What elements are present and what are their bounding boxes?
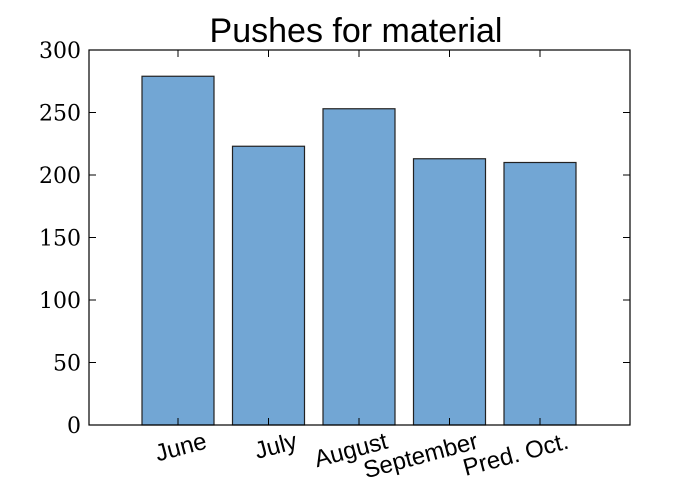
plot-frame	[88, 49, 631, 426]
bar-june	[141, 75, 215, 426]
bar-pred-oct	[503, 161, 577, 426]
bars	[141, 75, 577, 426]
y-tick-label: 100	[39, 289, 81, 314]
y-tick-label: 300	[39, 39, 81, 64]
y-axis: 0 50 100 150 200 250 300	[39, 39, 630, 439]
bar-july	[231, 145, 306, 426]
y-tick-label: 150	[39, 227, 81, 252]
y-tick-label: 200	[39, 164, 81, 189]
bar-august	[322, 108, 396, 426]
y-tick-label: 50	[53, 352, 81, 377]
bar-september	[412, 158, 487, 426]
x-tick-label: June	[152, 428, 209, 468]
x-tick-label: Pred. Oct.	[460, 428, 571, 482]
y-tick-label: 0	[67, 414, 81, 439]
chart-title: Pushes for material	[210, 12, 503, 50]
y-tick-label: 250	[39, 102, 81, 127]
x-tick-label: July	[252, 428, 300, 465]
